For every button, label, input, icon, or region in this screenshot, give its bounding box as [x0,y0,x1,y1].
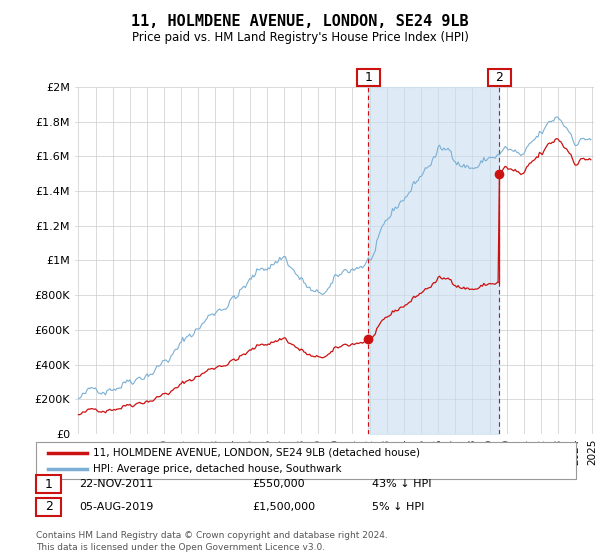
Text: £550,000: £550,000 [252,479,305,489]
Text: 1: 1 [44,478,53,491]
Text: Price paid vs. HM Land Registry's House Price Index (HPI): Price paid vs. HM Land Registry's House … [131,31,469,44]
Text: 22-NOV-2011: 22-NOV-2011 [79,479,154,489]
Text: 1: 1 [364,71,372,84]
Text: 43% ↓ HPI: 43% ↓ HPI [372,479,431,489]
Text: 2: 2 [44,500,53,514]
Text: 2: 2 [496,71,503,84]
Text: 05-AUG-2019: 05-AUG-2019 [79,502,154,512]
Text: 11, HOLMDENE AVENUE, LONDON, SE24 9LB (detached house): 11, HOLMDENE AVENUE, LONDON, SE24 9LB (d… [93,447,420,458]
Text: HPI: Average price, detached house, Southwark: HPI: Average price, detached house, Sout… [93,464,341,474]
Text: 5% ↓ HPI: 5% ↓ HPI [372,502,424,512]
Text: £1,500,000: £1,500,000 [252,502,315,512]
Text: Contains HM Land Registry data © Crown copyright and database right 2024.
This d: Contains HM Land Registry data © Crown c… [36,531,388,552]
Text: 11, HOLMDENE AVENUE, LONDON, SE24 9LB: 11, HOLMDENE AVENUE, LONDON, SE24 9LB [131,14,469,29]
